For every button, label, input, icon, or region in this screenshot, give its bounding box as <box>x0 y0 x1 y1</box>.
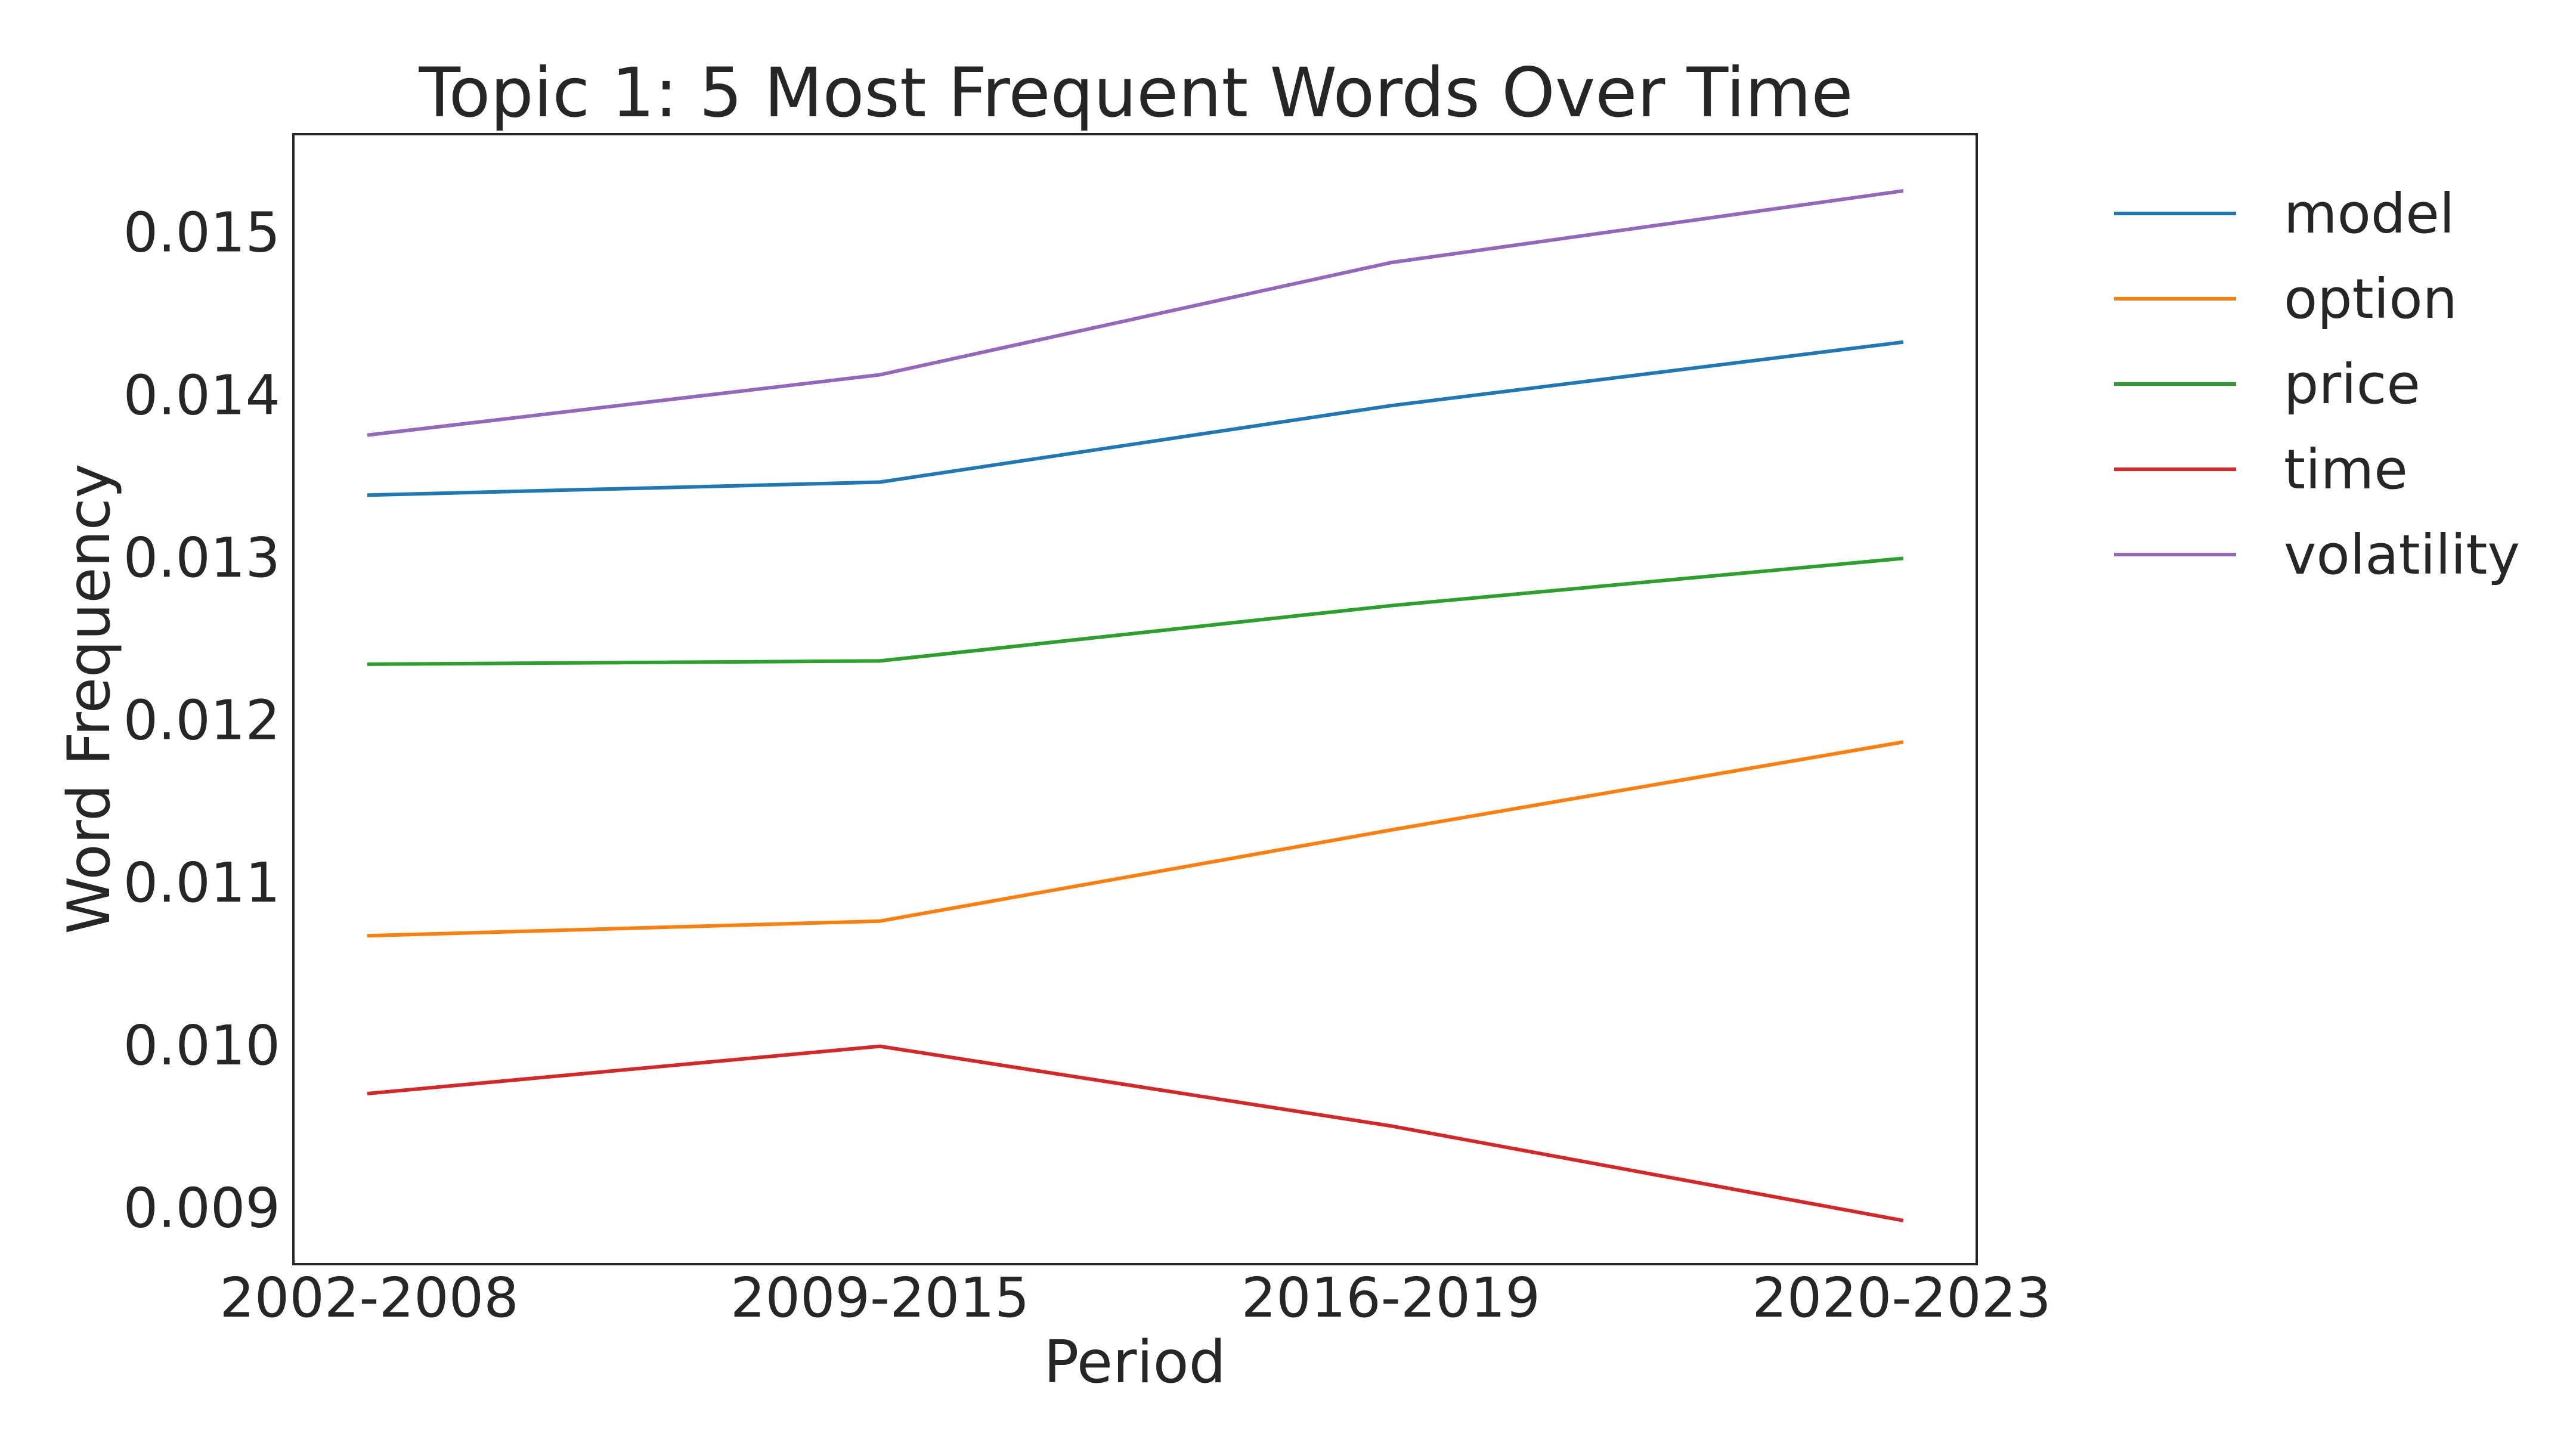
chart-title: Topic 1: 5 Most Frequent Words Over Time <box>418 53 1853 132</box>
series-line-option <box>367 740 1904 938</box>
y-tick-label: 0.015 <box>123 201 280 265</box>
series-line-model <box>367 340 1904 497</box>
y-axis-ticks: 0.009 0.010 0.011 0.012 0.013 0.014 0.015 <box>123 201 280 1240</box>
series-line-volatility <box>367 189 1904 437</box>
x-tick-label: 2016-2019 <box>1241 1266 1540 1330</box>
series-line-price <box>367 556 1904 666</box>
x-axis-ticks: 2002-2008 2009-2015 2016-2019 2020-2023 <box>219 1266 2051 1330</box>
plot-area-frame <box>292 133 1978 1265</box>
y-tick-label: 0.011 <box>123 851 280 915</box>
y-tick-label: 0.009 <box>123 1176 280 1240</box>
y-tick-label: 0.014 <box>123 363 280 427</box>
legend-label-time: time <box>2284 438 2408 501</box>
legend-label-volatility: volatility <box>2284 523 2520 587</box>
x-tick-label: 2020-2023 <box>1752 1266 2051 1330</box>
x-axis-label: Period <box>1044 1329 1226 1397</box>
x-tick-label: 2009-2015 <box>730 1266 1029 1330</box>
series-line-time <box>367 1044 1904 1222</box>
series-lines <box>367 189 1904 1222</box>
x-tick-label: 2002-2008 <box>219 1266 518 1330</box>
y-axis-label: Word Frequency <box>55 463 123 934</box>
y-tick-label: 0.013 <box>123 526 280 590</box>
y-tick-label: 0.012 <box>123 689 280 753</box>
y-tick-label: 0.010 <box>123 1014 280 1078</box>
legend: model option price time volatility <box>2114 182 2520 587</box>
legend-label-price: price <box>2284 352 2420 416</box>
legend-label-model: model <box>2284 182 2454 246</box>
legend-label-option: option <box>2284 267 2457 331</box>
